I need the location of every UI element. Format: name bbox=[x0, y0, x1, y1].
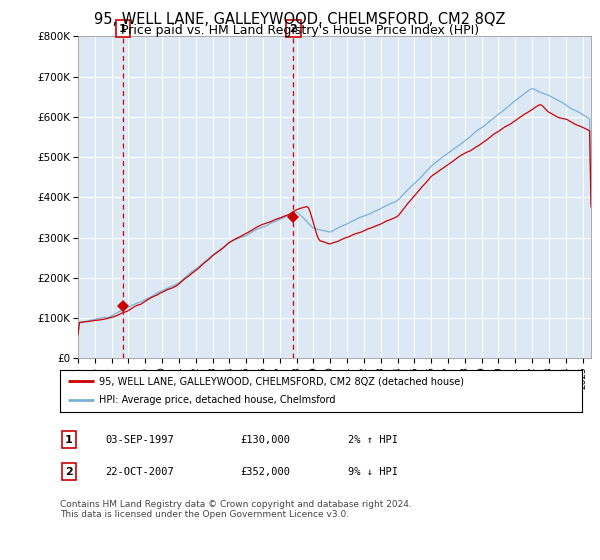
Text: 95, WELL LANE, GALLEYWOOD, CHELMSFORD, CM2 8QZ: 95, WELL LANE, GALLEYWOOD, CHELMSFORD, C… bbox=[94, 12, 506, 27]
Text: 9% ↓ HPI: 9% ↓ HPI bbox=[348, 466, 398, 477]
Text: £352,000: £352,000 bbox=[240, 466, 290, 477]
Text: 1: 1 bbox=[65, 435, 73, 445]
Text: 2: 2 bbox=[65, 466, 73, 477]
Text: 2% ↑ HPI: 2% ↑ HPI bbox=[348, 435, 398, 445]
Text: £130,000: £130,000 bbox=[240, 435, 290, 445]
Text: 95, WELL LANE, GALLEYWOOD, CHELMSFORD, CM2 8QZ (detached house): 95, WELL LANE, GALLEYWOOD, CHELMSFORD, C… bbox=[99, 376, 464, 386]
Text: HPI: Average price, detached house, Chelmsford: HPI: Average price, detached house, Chel… bbox=[99, 395, 335, 405]
Text: 1: 1 bbox=[119, 24, 127, 34]
Text: 2: 2 bbox=[290, 24, 298, 34]
Text: Price paid vs. HM Land Registry's House Price Index (HPI): Price paid vs. HM Land Registry's House … bbox=[121, 24, 479, 36]
Text: 03-SEP-1997: 03-SEP-1997 bbox=[105, 435, 174, 445]
Text: 22-OCT-2007: 22-OCT-2007 bbox=[105, 466, 174, 477]
Text: Contains HM Land Registry data © Crown copyright and database right 2024.
This d: Contains HM Land Registry data © Crown c… bbox=[60, 500, 412, 519]
